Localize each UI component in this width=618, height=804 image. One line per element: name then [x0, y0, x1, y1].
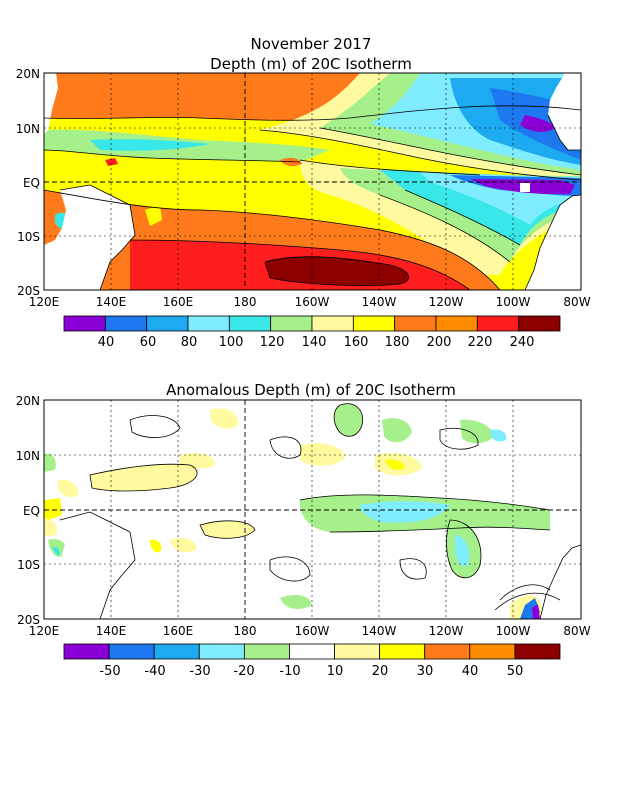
top-colorbar-swatch: [311, 315, 354, 332]
bottom-colorbar-labels: -50 -40 -30 -20 -10 10 20 30 40 50: [99, 664, 523, 679]
top-colorbar-label: 140: [302, 335, 327, 350]
top-title-main: Depth (m) of 20C Isotherm: [210, 55, 412, 73]
top-colorbar-label: 240: [510, 335, 535, 350]
top-lat-label: 10N: [16, 122, 40, 136]
top-lat-label: 20S: [17, 284, 40, 298]
bottom-lon-labels: 120E 140E 160E 180 160W 140W 120W 100W 8…: [29, 624, 591, 638]
bottom-colorbar-swatch: [469, 643, 516, 660]
bottom-lon-label: 180: [234, 624, 257, 638]
top-colorbar-swatch: [476, 315, 520, 332]
bottom-lon-label: 120W: [429, 624, 464, 638]
top-colorbar-swatch: [435, 315, 478, 332]
bottom-colorbar-label: -30: [189, 664, 210, 679]
bottom-lat-labels: 20N 10N EQ 10S 20S: [16, 394, 40, 627]
bottom-lat-label: 10S: [17, 558, 40, 572]
top-colorbar-label: 180: [385, 335, 410, 350]
bottom-lon-label: 140E: [96, 624, 127, 638]
top-colorbar-swatch: [352, 315, 396, 332]
bottom-lon-label: 140W: [362, 624, 397, 638]
top-colorbar-label: 100: [219, 335, 244, 350]
top-colorbar-swatch: [518, 315, 561, 332]
bottom-colorbar-swatch: [514, 643, 561, 660]
bottom-colorbar-label: -50: [99, 664, 120, 679]
bottom-lat-label: 20S: [17, 613, 40, 627]
bottom-title: Anomalous Depth (m) of 20C Isotherm: [166, 381, 456, 399]
top-lat-labels: 20N 10N EQ 10S 20S: [16, 67, 40, 298]
bottom-colorbar-label: 40: [462, 664, 479, 679]
bottom-colorbar-label: -10: [279, 664, 300, 679]
top-lon-label: 160W: [295, 295, 330, 309]
top-colorbar: [63, 315, 561, 332]
bottom-lat-label: 10N: [16, 449, 40, 463]
bottom-map-frame: [43, 399, 582, 620]
bottom-lon-label: 160E: [163, 624, 194, 638]
bottom-lat-label: 20N: [16, 394, 40, 408]
top-colorbar-label: 60: [140, 335, 157, 350]
bottom-colorbar-label: 30: [417, 664, 434, 679]
top-lon-label: 100W: [496, 295, 531, 309]
top-lon-labels: 120E 140E 160E 180 160W 140W 120W 100W 8…: [29, 295, 591, 309]
bottom-colorbar-label: 10: [327, 664, 344, 679]
top-colorbar-swatch: [228, 315, 272, 332]
bottom-lon-label: 100W: [496, 624, 531, 638]
top-colorbar-label: 40: [98, 335, 115, 350]
bottom-colorbar-label: -20: [233, 664, 254, 679]
top-colorbar-swatch: [394, 315, 437, 332]
bottom-colorbar-label: 50: [507, 664, 524, 679]
top-lat-label: EQ: [23, 176, 40, 190]
bottom-map: [44, 400, 581, 619]
top-colorbar-swatch: [270, 315, 313, 332]
top-lon-label: 80W: [563, 295, 590, 309]
top-lon-label: 160E: [163, 295, 194, 309]
top-lat-label: 10S: [17, 230, 40, 244]
bottom-colorbar-label: -40: [144, 664, 165, 679]
top-colorbar-swatch: [104, 315, 148, 332]
bottom-colorbar-swatch: [63, 643, 110, 660]
bottom-colorbar-swatch: [153, 643, 200, 660]
bottom-colorbar-swatch: [379, 643, 426, 660]
bottom-colorbar-label: 20: [372, 664, 389, 679]
bottom-colorbar-swatch: [243, 643, 290, 660]
top-colorbar-label: 80: [181, 335, 198, 350]
bottom-colorbar-swatch: [289, 643, 335, 660]
bottom-colorbar-swatch: [424, 643, 471, 660]
top-lon-label: 180: [234, 295, 257, 309]
top-lon-label: 140E: [96, 295, 127, 309]
top-lon-label: 120E: [29, 295, 60, 309]
top-title-date: November 2017: [251, 35, 372, 53]
bottom-colorbar-swatch: [334, 643, 381, 660]
bottom-colorbar: [63, 643, 561, 660]
bottom-lat-label: EQ: [23, 504, 40, 518]
bottom-colorbar-swatch: [108, 643, 155, 660]
bottom-lon-label: 80W: [563, 624, 590, 638]
top-map-frame: [43, 72, 582, 291]
top-colorbar-labels: 40 60 80 100 120 140 160 180 200 220 240: [98, 335, 535, 350]
top-lat-label: 20N: [16, 67, 40, 81]
top-colorbar-swatch: [63, 315, 106, 332]
bottom-colorbar-swatch: [198, 643, 245, 660]
top-colorbar-swatch: [187, 315, 230, 332]
bottom-lon-label: 160W: [295, 624, 330, 638]
bottom-lon-label: 120E: [29, 624, 60, 638]
top-lon-label: 140W: [362, 295, 397, 309]
top-colorbar-label: 220: [468, 335, 493, 350]
top-colorbar-label: 200: [427, 335, 452, 350]
top-colorbar-swatch: [146, 315, 189, 332]
top-colorbar-label: 120: [260, 335, 285, 350]
top-lon-label: 120W: [429, 295, 464, 309]
top-colorbar-label: 160: [344, 335, 369, 350]
top-map: [44, 73, 581, 290]
